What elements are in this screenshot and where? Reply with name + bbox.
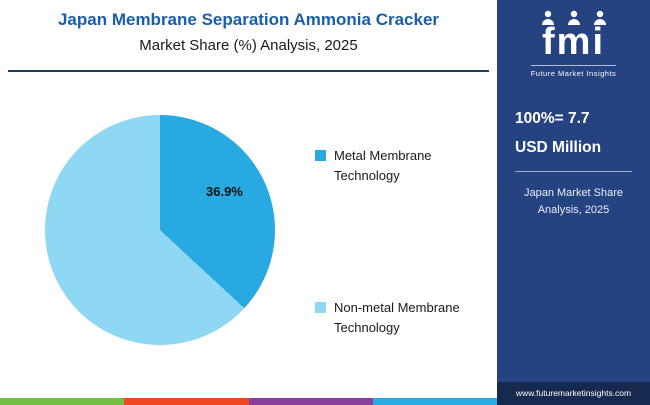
stripe-seg-blue: [372, 398, 497, 405]
legend-item-metal: Metal Membrane Technology: [315, 146, 476, 186]
logo-text: fmi: [542, 21, 605, 63]
sidebar: fmi Future Market Insights 100%= 7.7 USD…: [497, 0, 650, 405]
page-title: Japan Membrane Separation Ammonia Cracke…: [57, 10, 440, 29]
caption-line-2: Analysis, 2025: [537, 203, 610, 216]
title-divider: [8, 70, 489, 72]
legend-label-nonmetal: Non-metal Membrane Technology: [334, 300, 460, 336]
caption-line-1: Japan Market Share: [523, 186, 624, 199]
stat-unit: USD Million: [515, 139, 602, 157]
sidebar-divider: [515, 170, 632, 172]
legend-label-metal: Metal Membrane Technology: [334, 148, 432, 184]
pie-chart: 36.9%: [45, 115, 275, 345]
people-icons: [541, 10, 606, 25]
fmi-logo: fmi Future Market Insights: [530, 10, 617, 78]
stripe-seg-red: [124, 398, 249, 405]
pie-slice-label: 36.9%: [206, 184, 243, 199]
header: Japan Membrane Separation Ammonia Cracke…: [0, 10, 497, 54]
page-subtitle: Market Share (%) Analysis, 2025: [139, 37, 358, 54]
stat-value: 100%= 7.7: [515, 110, 590, 127]
caption: Japan Market Share Analysis, 2025: [524, 185, 623, 219]
stripe-seg-purple: [248, 398, 373, 405]
legend-swatch-metal: [315, 150, 326, 161]
website-url[interactable]: www.futuremarketinsights.com: [497, 382, 650, 405]
chart-panel: Japan Membrane Separation Ammonia Cracke…: [0, 10, 497, 405]
legend-swatch-nonmetal: [315, 302, 326, 313]
footer-stripe: [0, 398, 497, 405]
logo-subtext: Future Market Insights: [530, 65, 617, 78]
stat-block: 100%= 7.7 USD Million: [497, 104, 650, 163]
stripe-seg-green: [0, 398, 125, 405]
legend-item-nonmetal: Non-metal Membrane Technology: [315, 298, 476, 338]
